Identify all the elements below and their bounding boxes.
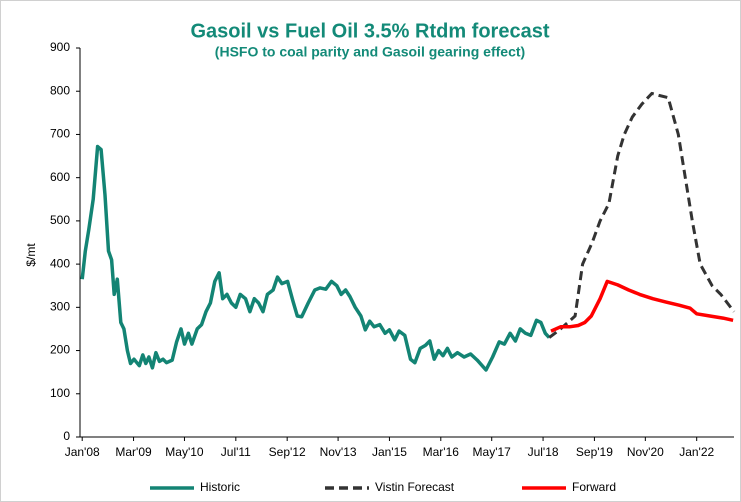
x-tick-label: May'17 (473, 445, 512, 459)
y-tick-label: 0 (63, 429, 70, 443)
legend-label: Vistin Forecast (375, 480, 455, 494)
y-tick-label: 500 (50, 213, 70, 227)
x-tick-label: Nov'20 (627, 445, 664, 459)
y-tick-label: 800 (50, 83, 70, 97)
series-line (548, 91, 736, 339)
chart-title: Gasoil vs Fuel Oil 3.5% Rtdm forecast (190, 20, 549, 42)
x-tick-label: Jan'22 (679, 445, 714, 459)
y-tick-label: 200 (50, 343, 70, 357)
x-tick-label: Sep'19 (576, 445, 613, 459)
y-axis-label: $/mt (24, 243, 38, 267)
x-tick-label: Jul'18 (528, 445, 559, 459)
x-tick-label: Jan'08 (65, 445, 100, 459)
x-tick-label: Nov'13 (320, 445, 357, 459)
x-tick-label: May'10 (165, 445, 204, 459)
y-tick-label: 100 (50, 386, 70, 400)
x-tick-label: Mar'16 (423, 445, 460, 459)
x-tick-label: Mar'09 (115, 445, 152, 459)
x-tick-label: Jul'11 (221, 445, 251, 459)
series-line (80, 144, 551, 372)
y-tick-label: 400 (50, 256, 70, 270)
y-tick-label: 300 (50, 300, 70, 314)
y-tick-label: 900 (50, 40, 70, 54)
legend-label: Historic (200, 480, 240, 494)
legend-label: Forward (572, 480, 616, 494)
chart-subtitle: (HSFO to coal parity and Gasoil gearing … (215, 44, 525, 60)
series-line (550, 279, 734, 333)
y-tick-label: 600 (50, 170, 70, 184)
y-tick-label: 700 (50, 127, 70, 141)
x-tick-label: Sep'12 (269, 445, 306, 459)
x-tick-label: Jan'15 (372, 445, 407, 459)
